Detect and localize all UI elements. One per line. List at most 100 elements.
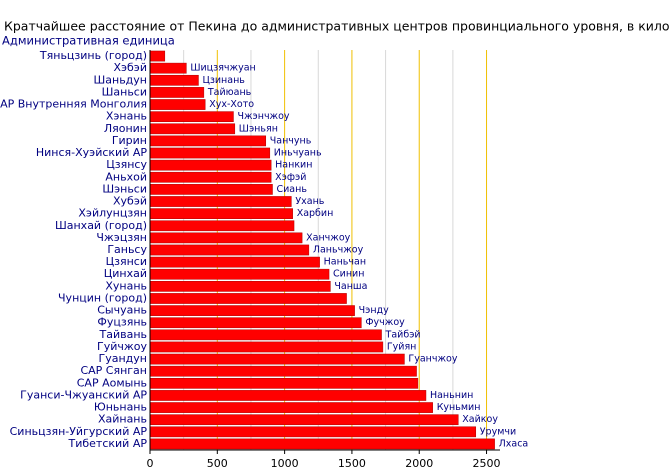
- y-tick-label: САР Аомынь: [77, 376, 147, 389]
- value-label: Чанчунь: [270, 135, 312, 146]
- y-tick-label: Хубэй: [113, 195, 147, 208]
- y-tick-label: Гирин: [112, 134, 147, 147]
- y-tick-label: САР Сянган: [80, 364, 147, 377]
- y-axis-label: Административная единица: [2, 34, 175, 48]
- value-label: Лхаса: [499, 438, 529, 449]
- value-label: Гуйян: [387, 341, 417, 352]
- value-label: Урумчи: [480, 426, 516, 437]
- bar: [149, 196, 292, 207]
- bar: [149, 135, 267, 147]
- y-tick-label: Цзянси: [106, 255, 147, 268]
- value-label: Хайкоу: [462, 414, 498, 425]
- bar: [149, 402, 433, 413]
- x-tick-label: 2500: [473, 457, 501, 470]
- bar: [149, 208, 293, 219]
- bar: [149, 268, 330, 280]
- value-label: Куньмин: [437, 402, 481, 413]
- bar: [149, 220, 295, 232]
- bar: [149, 99, 206, 110]
- x-tick-label: 500: [207, 457, 228, 470]
- value-label: Цзинань: [202, 75, 245, 86]
- bar: [149, 232, 303, 244]
- bar: [149, 377, 419, 389]
- bar: [149, 159, 272, 171]
- y-tick-label: Шаньси: [102, 85, 147, 98]
- value-label: Наньнин: [430, 390, 473, 401]
- value-label: Тайбэй: [385, 329, 421, 340]
- bar: [149, 171, 272, 183]
- value-label: Сиань: [277, 184, 308, 195]
- bar: [149, 50, 166, 62]
- bar: [149, 244, 310, 256]
- y-tick-label: Шанхай (город): [55, 219, 147, 232]
- chart-title: Кратчайшее расстояние от Пекина до админ…: [4, 19, 670, 34]
- y-tick-label: Цзянсу: [106, 158, 147, 171]
- bar: [149, 341, 384, 353]
- bar: [149, 293, 347, 304]
- bar: [149, 123, 236, 135]
- value-label: Нанкин: [275, 160, 312, 171]
- value-label: Чанша: [334, 281, 367, 292]
- value-label: Шицзячжуан: [190, 63, 255, 74]
- y-tick-label: Тибетский АР: [68, 437, 148, 450]
- value-label: Наньчан: [324, 257, 366, 268]
- y-tick-label: Гуйчжоу: [97, 340, 148, 353]
- value-label: Тайюань: [207, 87, 252, 98]
- y-tick-label: Шэньси: [102, 182, 147, 195]
- value-label: Харбин: [297, 208, 334, 219]
- value-label: Фучжоу: [365, 317, 405, 328]
- value-label: Ханчжоу: [306, 232, 351, 243]
- value-label: Ухань: [295, 196, 324, 207]
- y-tick-label: Чжэцзян: [96, 231, 147, 244]
- y-tick-label: Ганьсу: [107, 243, 147, 256]
- y-tick-label: Хунань: [105, 279, 147, 292]
- y-tick-label: Ляонин: [104, 122, 147, 135]
- y-tick-label: Аньхой: [105, 170, 147, 183]
- y-tick-label: Юньнань: [94, 401, 147, 414]
- y-tick-label: Шаньдун: [94, 73, 148, 86]
- bar: [149, 329, 382, 341]
- bar: [149, 111, 234, 123]
- x-tick-label: 1500: [338, 457, 366, 470]
- y-tick-label: Хэйлунцзян: [78, 207, 147, 220]
- value-label: Шэньян: [239, 123, 278, 134]
- bar: [149, 390, 427, 401]
- bar: [149, 74, 199, 86]
- y-tick-label: Гуанси-Чжуанский АР: [20, 388, 147, 401]
- value-label: Ланьчжоу: [313, 245, 364, 256]
- bar: [149, 281, 331, 292]
- value-label: Иньчуань: [274, 148, 322, 159]
- bar: [149, 438, 495, 450]
- x-tick-label: 2000: [405, 457, 433, 470]
- bar: [149, 317, 362, 329]
- y-tick-label: Сычуань: [97, 304, 147, 317]
- bar: [149, 305, 355, 316]
- bar: [149, 62, 187, 74]
- x-tick-label: 0: [147, 457, 154, 470]
- y-tick-label: Хэнань: [106, 110, 147, 123]
- y-tick-label: Гуандун: [99, 352, 147, 365]
- y-tick-label: Тайвань: [98, 328, 147, 341]
- value-label: Хух-Хото: [209, 99, 254, 110]
- value-label: Чжэнчжоу: [237, 111, 289, 122]
- value-label: Чэнду: [359, 305, 390, 316]
- bar: [149, 184, 273, 195]
- y-tick-label: Хайнань: [98, 413, 147, 426]
- y-tick-label: Тяньцзинь (город): [39, 49, 147, 62]
- bar: [149, 365, 417, 377]
- bar: [149, 256, 320, 268]
- y-tick-label: Цинхай: [104, 267, 147, 280]
- bar: [149, 426, 477, 438]
- y-tick-label: Чунцин (город): [58, 291, 147, 304]
- y-tick-label: Хэбэй: [113, 61, 147, 74]
- x-tick-label: 1000: [271, 457, 299, 470]
- bar: [149, 147, 271, 159]
- y-tick-label: Фуцзянь: [97, 316, 147, 329]
- bar: [149, 87, 205, 98]
- y-tick-label: Синьцзян-Уйгурский АР: [10, 425, 148, 438]
- value-label: Синин: [333, 269, 364, 280]
- value-label: Гуанчжоу: [408, 354, 457, 365]
- y-tick-label: Нинся-Хуэйский АР: [36, 146, 147, 159]
- bar: [149, 414, 459, 426]
